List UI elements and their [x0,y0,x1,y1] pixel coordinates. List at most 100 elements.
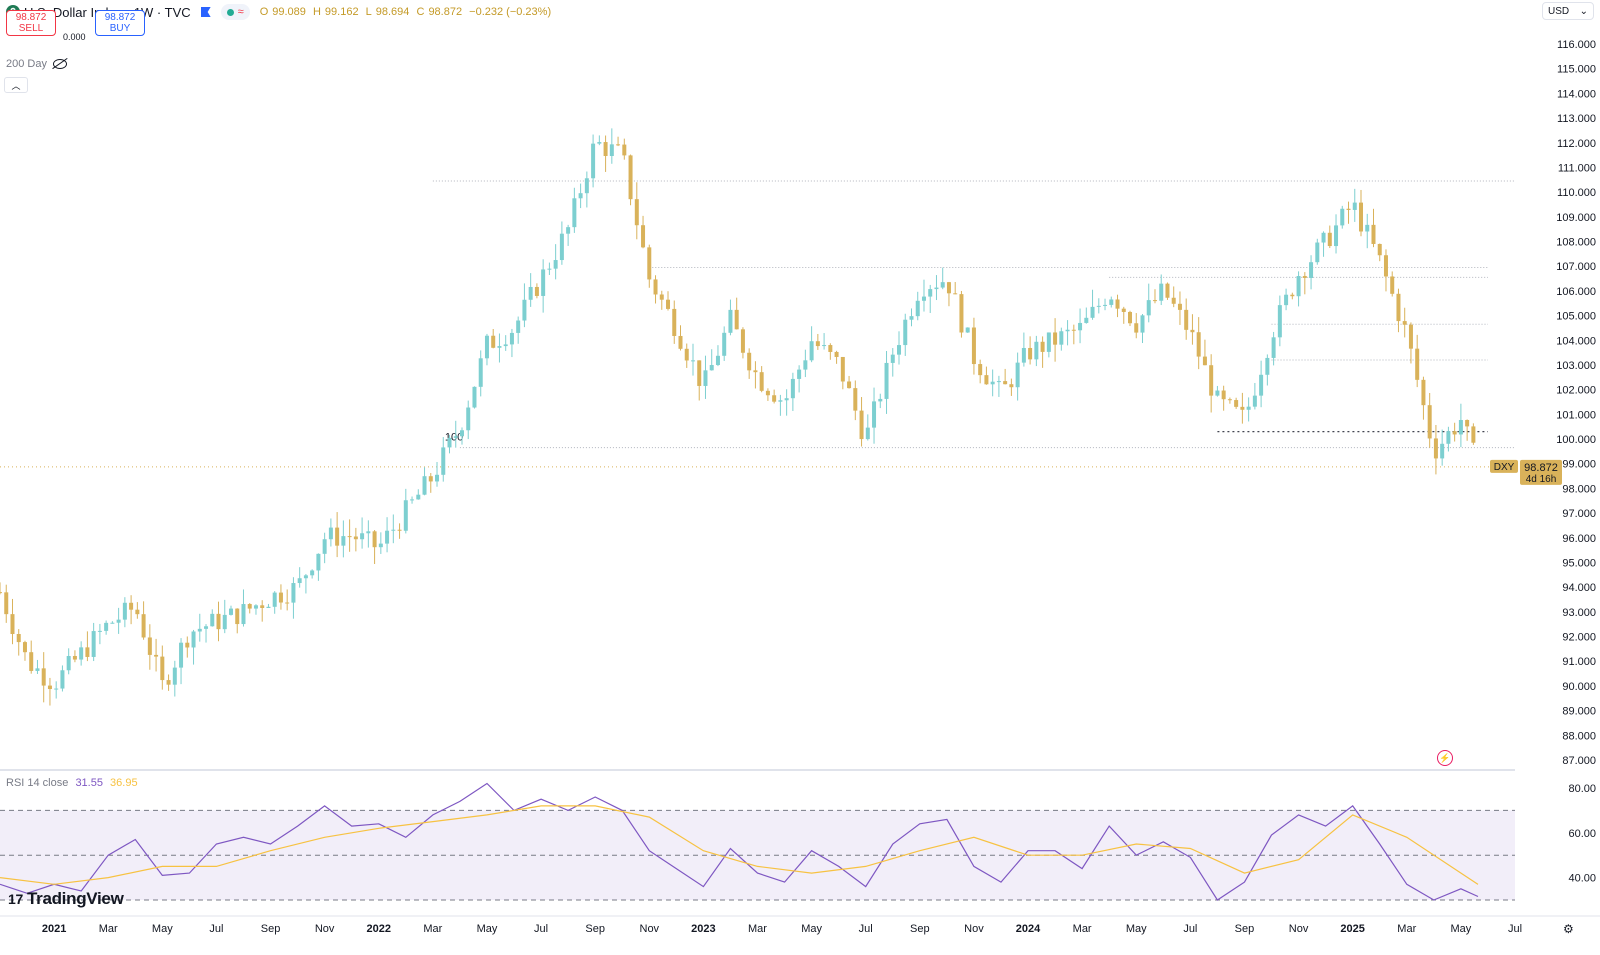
candle-down [772,395,777,402]
candle-down [1196,332,1201,357]
candle-up [897,345,902,355]
candle-up [54,688,59,690]
candle-up [509,332,514,345]
time-tick-label: Jul [209,923,223,935]
collapse-legend-button[interactable]: ︿ [4,77,28,93]
candle-up [79,647,84,660]
time-tick-label: Jul [859,923,873,935]
candle-down [1221,390,1226,400]
candle-down [959,294,964,333]
flag-icon[interactable] [200,7,211,17]
candle-up [403,500,408,531]
candle-up [172,667,177,685]
candle-up [341,536,346,546]
candle-down [1290,294,1295,297]
price-tick-label: 105.000 [1556,311,1596,323]
horizontal-levels: 100 [0,180,1515,468]
time-tick-label: Mar [99,923,118,935]
candle-down [135,609,140,615]
candle-up [609,144,614,157]
candle-down [141,614,146,638]
candle-up [1309,262,1314,278]
candle-up [1440,443,1445,459]
candle-down [372,531,377,548]
candle-up [1034,341,1039,360]
time-tick-label: May [1451,923,1472,935]
candle-down [1053,332,1058,345]
rsi-tick-label: 40.00 [1568,873,1596,885]
price-tick-label: 99.000 [1562,459,1596,471]
candle-up [709,365,714,371]
candle-up [253,605,258,609]
currency-select[interactable]: USD ⌄ [1542,2,1594,20]
candle-up [322,539,327,554]
time-tick-label: 2024 [1016,923,1041,935]
rsi-legend[interactable]: RSI 14 close 31.55 36.95 [6,777,138,789]
market-status-pill[interactable]: ≈ [220,4,250,20]
wave-icon: ≈ [237,6,244,18]
candle-down [1171,297,1176,304]
indicator-label[interactable]: 200 Day [6,58,67,70]
time-tick-label: Nov [964,923,984,935]
candle-up [865,427,870,440]
time-tick-label: 2025 [1340,923,1364,935]
candle-down [834,351,839,357]
tradingview-logo[interactable]: 17 TradingView [8,889,124,908]
candle-up [872,401,877,428]
candle-down [840,356,845,382]
time-tick-label: Jul [1183,923,1197,935]
price-tick-label: 106.000 [1556,286,1596,298]
price-tick-label: 107.000 [1556,261,1596,273]
candle-up [1259,374,1264,396]
candle-up [191,631,196,648]
candle-down [1190,329,1195,333]
settings-gear-icon[interactable]: ⚙ [1563,922,1574,936]
eye-hidden-icon[interactable] [52,59,67,69]
candle-up [478,358,483,387]
candle-up [1265,357,1270,375]
candle-down [491,335,496,348]
candle-down [1421,379,1426,406]
candle-up [97,630,102,632]
candle-up [1065,329,1070,332]
pane-separator [0,769,1600,771]
candle-down [1359,202,1364,232]
candle-up [484,335,489,359]
candle-up [516,320,521,333]
sell-button[interactable]: 98.872 SELL [6,10,56,36]
time-tick-label: Mar [748,923,767,935]
change-value: −0.232 (−0.23%) [469,6,552,18]
candle-up [996,381,1001,383]
time-tick-label: Mar [423,923,442,935]
flash-icon[interactable]: ⚡ [1437,750,1453,766]
candle-up [1340,208,1345,226]
candle-up [1090,306,1095,318]
candle-down [978,364,983,376]
price-tick-label: 115.000 [1557,64,1596,76]
candle-up [559,233,564,261]
candle-up [1078,322,1083,331]
candle-up [1021,347,1026,363]
candlestick-series [0,128,1476,706]
high-value: 99.162 [324,6,359,18]
candle-down [616,144,621,146]
candle-up [1146,300,1151,316]
candle-up [903,319,908,346]
candle-up [597,142,602,144]
time-tick-label: Sep [910,923,930,935]
candle-down [1383,255,1388,277]
candle-down [1302,276,1307,278]
price-tag: 98.872 [1524,462,1558,474]
candle-down [397,529,402,531]
candle-up [965,327,970,333]
candle-up [547,268,552,270]
price-tick-label: 92.000 [1562,632,1596,644]
candle-down [1415,348,1420,380]
candle-down [235,608,240,625]
candle-down [1121,308,1126,312]
buy-button[interactable]: 98.872 BUY [95,10,145,36]
candle-up [909,316,914,320]
candle-down [185,642,190,648]
candle-up [1159,283,1164,301]
